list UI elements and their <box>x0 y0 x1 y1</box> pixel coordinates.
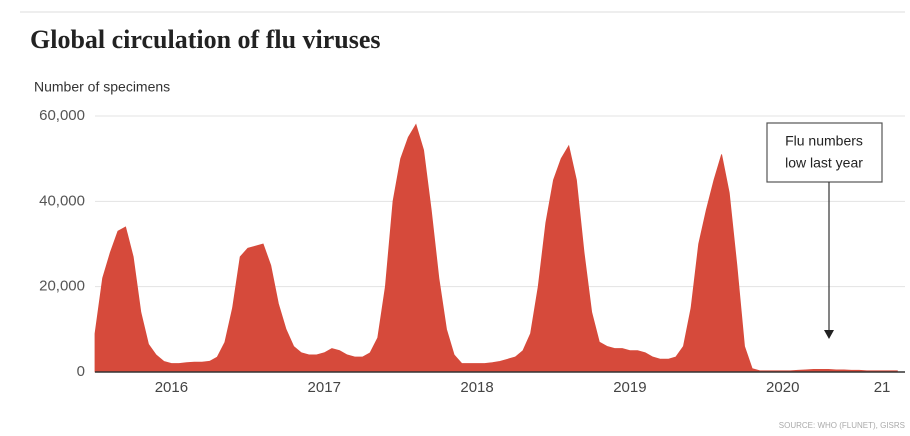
area <box>94 123 898 373</box>
source: SOURCE: WHO (FLUNET), GISRS <box>779 421 905 430</box>
annotation-box <box>766 122 883 183</box>
y-tick-label: 60,000 <box>39 107 85 124</box>
chart-title: Global circulation of flu viruses <box>30 25 381 54</box>
y-tick-label: 20,000 <box>39 278 85 295</box>
y-axis-label: Number of specimens <box>34 79 170 95</box>
y-tick-label: 40,000 <box>39 192 85 209</box>
x-tick-label: 2019 <box>613 379 646 396</box>
x-tick-label: 2016 <box>155 379 188 396</box>
y-tick-label: 0 <box>77 363 85 380</box>
x-tick-label: 21 <box>874 379 891 396</box>
annotation-text: low last year <box>785 155 863 171</box>
axes: 0 20,000 40,000 60,000 2016 2017 2018 2019 2020 2… <box>39 107 905 396</box>
x-tick-label: 2020 <box>766 379 799 396</box>
x-tick-label: 2018 <box>460 379 493 396</box>
annotation-text: Flu numbers <box>785 133 863 149</box>
x-tick-label: 2017 <box>308 379 341 396</box>
plot <box>94 123 898 373</box>
arrow-head <box>824 330 834 339</box>
